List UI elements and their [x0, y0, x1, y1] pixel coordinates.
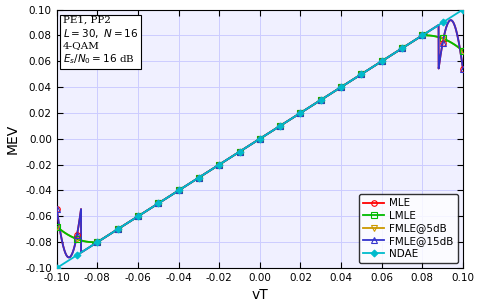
Legend: MLE, LMLE, FMLE@5dB, FMLE@15dB, NDAE: MLE, LMLE, FMLE@5dB, FMLE@15dB, NDAE [359, 194, 458, 263]
Text: PE1, PP2
$L = 30,\ N = 16$
4-QAM
$E_s/N_0 = 16$ dB: PE1, PP2 $L = 30,\ N = 16$ 4-QAM $E_s/N_… [63, 16, 138, 66]
X-axis label: vT: vT [252, 289, 268, 302]
Y-axis label: MEV: MEV [6, 124, 20, 154]
